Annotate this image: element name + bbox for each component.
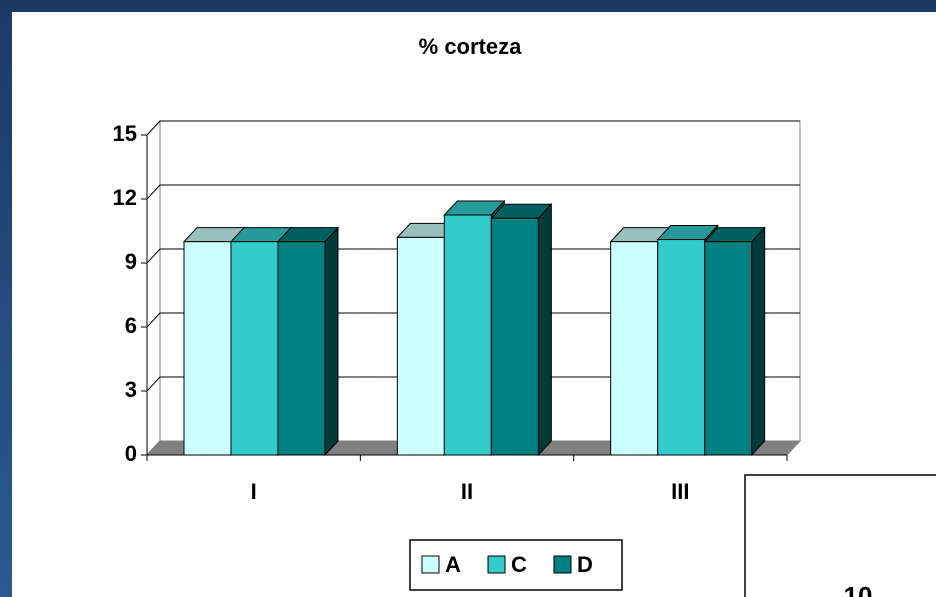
- grid-line: [146, 120, 800, 136]
- y-tick-label: 12: [113, 185, 137, 210]
- legend-label: D: [577, 552, 593, 577]
- chart-title: % corteza: [419, 34, 522, 59]
- x-tick-label: III: [671, 479, 689, 504]
- overlay-text: 10: [844, 581, 873, 597]
- bar-side: [751, 226, 766, 457]
- bar-side: [537, 202, 552, 457]
- grid-line: [146, 376, 800, 392]
- legend-label: C: [511, 552, 527, 577]
- legend-swatch: [487, 555, 506, 574]
- legend-swatch: [421, 555, 440, 574]
- grid-line: [146, 312, 800, 328]
- bar-front: [396, 236, 445, 456]
- bar-front: [230, 241, 279, 456]
- overlay-chart: [744, 474, 936, 597]
- bar-front: [443, 214, 492, 456]
- y-tick-label: 3: [125, 377, 137, 402]
- bar-side: [324, 226, 339, 457]
- legend-swatch: [553, 555, 572, 574]
- grid-line: [146, 184, 800, 200]
- bar: [703, 226, 766, 457]
- bar-front: [490, 217, 539, 456]
- y-tick-label: 6: [125, 313, 137, 338]
- bar-front: [704, 241, 753, 456]
- bar: [490, 202, 553, 457]
- bar-front: [277, 241, 326, 456]
- legend-label: A: [445, 552, 461, 577]
- y-tick-label: 15: [113, 121, 137, 146]
- side-wall: [146, 119, 161, 457]
- bar: [276, 226, 340, 457]
- x-tick-label: I: [251, 479, 257, 504]
- bar-front: [183, 241, 232, 456]
- legend-box: [409, 539, 623, 591]
- y-tick-label: 9: [125, 249, 137, 274]
- bar-front: [657, 239, 706, 456]
- grid-line: [146, 248, 800, 264]
- x-tick-label: II: [461, 479, 473, 504]
- y-tick-label: 0: [125, 441, 137, 466]
- bar-front: [610, 241, 659, 456]
